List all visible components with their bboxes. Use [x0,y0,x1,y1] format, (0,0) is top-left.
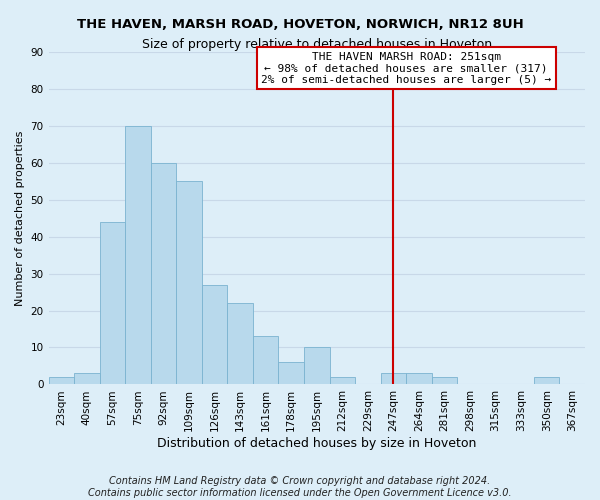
Bar [278,362,304,384]
Bar [227,303,253,384]
Bar [329,377,355,384]
Bar [253,336,278,384]
Text: THE HAVEN, MARSH ROAD, HOVETON, NORWICH, NR12 8UH: THE HAVEN, MARSH ROAD, HOVETON, NORWICH,… [77,18,523,30]
Bar [202,284,227,384]
X-axis label: Distribution of detached houses by size in Hoveton: Distribution of detached houses by size … [157,437,476,450]
Title: Size of property relative to detached houses in Hoveton: Size of property relative to detached ho… [142,38,492,51]
Bar [380,374,406,384]
Bar [74,374,100,384]
Text: Contains HM Land Registry data © Crown copyright and database right 2024.
Contai: Contains HM Land Registry data © Crown c… [88,476,512,498]
Bar [406,374,432,384]
Bar [304,348,329,385]
Bar [534,377,559,384]
Y-axis label: Number of detached properties: Number of detached properties [15,130,25,306]
Bar [100,222,125,384]
Bar [176,181,202,384]
Bar [49,377,74,384]
Bar [125,126,151,384]
Bar [432,377,457,384]
Bar [151,162,176,384]
Text: THE HAVEN MARSH ROAD: 251sqm
← 98% of detached houses are smaller (317)
2% of se: THE HAVEN MARSH ROAD: 251sqm ← 98% of de… [261,52,551,85]
